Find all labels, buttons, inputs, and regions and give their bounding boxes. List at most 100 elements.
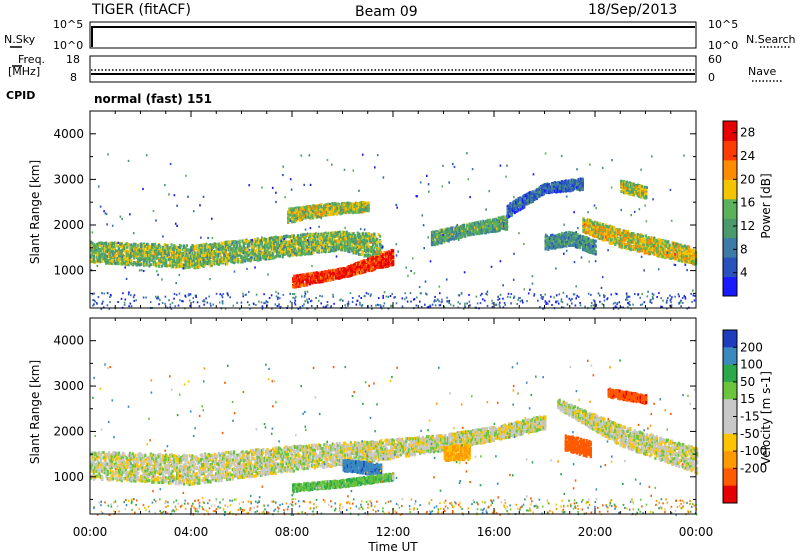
heatmap-cell [273, 256, 276, 260]
heatmap-cell [184, 259, 187, 263]
heatmap-cell [137, 259, 140, 263]
heatmap-cell [185, 244, 188, 248]
heatmap-cell [215, 260, 218, 264]
heatmap-cell [280, 242, 283, 245]
heatmap-cell [149, 250, 152, 254]
heatmap-cell [288, 240, 291, 244]
heatmap-cell [128, 255, 132, 259]
heatmap-cell [198, 259, 201, 263]
heatmap-cell [234, 258, 237, 262]
heatmap-cell [199, 257, 202, 261]
heatmap-cell [131, 251, 134, 255]
heatmap-cell [238, 247, 241, 251]
heatmap-cell [217, 249, 220, 253]
heatmap-cell [121, 253, 125, 257]
heatmap-cell [134, 252, 137, 256]
heatmap-cell [273, 236, 276, 239]
heatmap-cell [231, 249, 234, 253]
heatmap-cell [140, 242, 143, 246]
heatmap-cell [233, 261, 236, 265]
heatmap-cell [273, 250, 276, 254]
heatmap-cell [177, 251, 180, 255]
heatmap-cell [138, 248, 141, 252]
heatmap-cell [219, 252, 222, 256]
heatmap-cell [234, 249, 237, 253]
heatmap-cell [135, 262, 138, 266]
heatmap-cell [163, 249, 166, 253]
heatmap-cell [170, 254, 173, 258]
heatmap-cell [178, 249, 182, 253]
heatmap-cell [158, 264, 161, 268]
heatmap-cell [237, 247, 240, 250]
heatmap-cell [99, 241, 102, 245]
heatmap-cell [199, 243, 202, 247]
heatmap-cell [233, 249, 236, 253]
heatmap-cell [283, 248, 286, 251]
heatmap-cell [127, 253, 130, 257]
heatmap-cell [245, 239, 248, 243]
heatmap-cell [260, 253, 263, 257]
heatmap-cell [288, 250, 291, 254]
heatmap-cell [144, 257, 147, 261]
heatmap-cell [187, 262, 190, 266]
heatmap-cell [91, 252, 94, 256]
heatmap-cell [112, 252, 115, 256]
heatmap-cell [128, 245, 132, 249]
heatmap-cell [140, 257, 143, 261]
heatmap-cell [270, 236, 273, 240]
heatmap-cell [184, 262, 187, 266]
heatmap-cell [171, 259, 175, 263]
heatmap-cell [195, 253, 198, 257]
heatmap-cell [338, 230, 341, 234]
heatmap-cell [213, 253, 216, 257]
heatmap-cell [170, 259, 173, 263]
heatmap-cell [203, 253, 207, 257]
heatmap-cell [266, 254, 269, 258]
heatmap-cell [267, 237, 270, 241]
heatmap-cell [246, 244, 250, 248]
heatmap-cell [134, 243, 137, 247]
station-title: TIGER (fitACF) [92, 2, 191, 18]
heatmap-cell [167, 250, 170, 253]
heatmap-cell [115, 243, 118, 247]
heatmap-cell [133, 256, 136, 260]
heatmap-cell [137, 248, 140, 252]
heatmap-cell [176, 264, 179, 268]
heatmap-cell [326, 234, 329, 238]
heatmap-cell [113, 241, 116, 245]
heatmap-cell [128, 248, 132, 252]
heatmap-cell [142, 249, 145, 253]
heatmap-cell [169, 249, 172, 253]
heatmap-cell [287, 253, 290, 257]
heatmap-cell [242, 242, 245, 246]
heatmap-cell [227, 241, 230, 245]
heatmap-cell [278, 249, 282, 252]
heatmap-cell [176, 247, 179, 251]
heatmap-cell [191, 251, 194, 255]
heatmap-cell [281, 236, 284, 240]
heatmap-cell [191, 254, 194, 258]
heatmap-cell [227, 258, 230, 262]
heatmap-cell [126, 245, 129, 249]
heatmap-cell [273, 245, 276, 249]
heatmap-cell [367, 203, 370, 207]
heatmap-cell [228, 247, 232, 251]
heatmap-cell [177, 257, 180, 261]
heatmap-cell [176, 257, 179, 260]
heatmap-cell [251, 248, 254, 252]
heatmap-cell [203, 251, 207, 255]
heatmap-cell [278, 238, 282, 242]
heatmap-cell [160, 252, 163, 256]
heatmap-cell [195, 246, 198, 250]
heatmap-cell [199, 255, 202, 259]
heatmap-cell [269, 251, 272, 254]
heatmap-cell [230, 248, 233, 252]
heatmap-cell [278, 244, 282, 247]
heatmap-cell [228, 245, 232, 249]
heatmap-cell [253, 244, 257, 248]
heatmap-cell [158, 243, 161, 247]
heatmap-cell [240, 248, 243, 251]
heatmap-cell [260, 250, 263, 254]
heatmap-cell [219, 261, 222, 265]
heatmap-cell [263, 249, 266, 253]
